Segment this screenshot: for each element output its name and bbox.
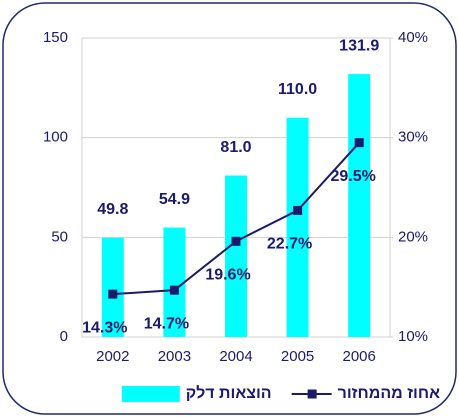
y-tick-label: 100 xyxy=(43,129,68,146)
bar-value-label: 110.0 xyxy=(278,81,317,98)
y-tick-label: 50 xyxy=(51,228,68,245)
y2-tick-label: 30% xyxy=(398,129,428,146)
bar-value-label: 49.8 xyxy=(97,201,128,218)
bar-value-label: 81.0 xyxy=(220,139,251,156)
x-tick-label: 2003 xyxy=(158,348,191,365)
y2-tick-label: 40% xyxy=(398,29,428,46)
bar-value-label: 54.9 xyxy=(159,191,190,208)
bar xyxy=(225,175,247,337)
line-value-label: 14.7% xyxy=(144,315,189,332)
line-value-label: 19.6% xyxy=(205,267,250,284)
y2-tick-label: 10% xyxy=(398,328,428,345)
y-tick-label: 0 xyxy=(60,328,68,345)
line-marker xyxy=(293,205,303,215)
y2-tick-label: 20% xyxy=(398,228,428,245)
line-value-label: 22.7% xyxy=(267,236,312,253)
x-tick-label: 2006 xyxy=(343,348,376,365)
bar xyxy=(101,237,124,337)
legend-marker xyxy=(307,389,317,399)
x-tick-label: 2002 xyxy=(96,348,129,365)
line-marker xyxy=(108,289,118,299)
y-tick-label: 150 xyxy=(43,29,68,46)
x-tick-label: 2005 xyxy=(281,348,314,365)
bar xyxy=(286,117,309,337)
bar-value-label: 131.9 xyxy=(339,37,379,54)
x-tick-label: 2004 xyxy=(219,348,252,365)
legend-label: הוצאות דלק xyxy=(186,384,272,402)
line-marker xyxy=(231,236,241,246)
line-value-label: 14.3% xyxy=(82,319,127,336)
line-value-label: 29.5% xyxy=(331,168,376,185)
legend-swatch xyxy=(121,386,180,402)
bar xyxy=(163,227,186,337)
line-marker xyxy=(169,285,179,295)
bar xyxy=(348,74,371,337)
line-marker xyxy=(354,138,364,148)
legend-label: אחוז מהמחזור xyxy=(338,385,440,402)
